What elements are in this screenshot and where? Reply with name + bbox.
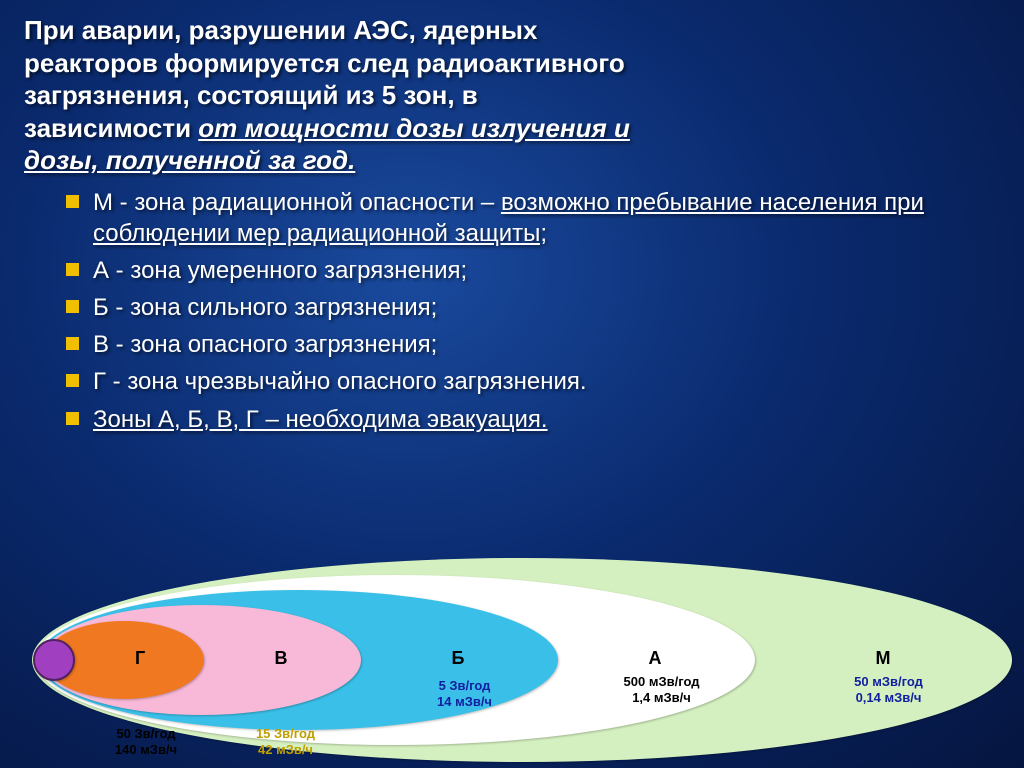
list-item-label: М - зона радиационной опасности – bbox=[93, 189, 501, 216]
list-item-underlined: Зоны А, Б, В, Г – необходима эвакуация. bbox=[93, 406, 548, 433]
zone-list: М - зона радиационной опасности – возмож… bbox=[0, 183, 1024, 435]
zone-label-V: В bbox=[275, 648, 288, 669]
list-item-label: Г - зона чрезвычайно опасного загрязнени… bbox=[93, 368, 587, 395]
heading-line5u: дозы, полученной за год. bbox=[24, 145, 355, 175]
list-item: В - зона опасного загрязнения; bbox=[66, 329, 984, 360]
bullet-icon bbox=[66, 300, 79, 313]
zone-label-G: Г bbox=[135, 648, 145, 669]
list-item-text: Б - зона сильного загрязнения; bbox=[93, 292, 437, 323]
list-item-text: А - зона умеренного загрязнения; bbox=[93, 255, 467, 286]
bullet-icon bbox=[66, 263, 79, 276]
list-item-label: Б - зона сильного загрязнения; bbox=[93, 294, 437, 321]
zone-label-M: М bbox=[876, 648, 891, 669]
list-item: А - зона умеренного загрязнения; bbox=[66, 255, 984, 286]
list-item-label: В - зона опасного загрязнения; bbox=[93, 331, 437, 358]
bullet-icon bbox=[66, 337, 79, 350]
heading-line2: реакторов формируется след радиоактивног… bbox=[24, 48, 625, 78]
heading-line4u: от мощности дозы излучения и bbox=[198, 113, 630, 143]
list-item: Б - зона сильного загрязнения; bbox=[66, 292, 984, 323]
list-item: М - зона радиационной опасности – возмож… bbox=[66, 187, 984, 249]
list-item-label: А - зона умеренного загрязнения; bbox=[93, 257, 467, 284]
zone-label-A: А bbox=[649, 648, 662, 669]
heading-line3: загрязнения, состоящий из 5 зон, в bbox=[24, 80, 478, 110]
slide-heading: При аварии, разрушении АЭС, ядерных реак… bbox=[0, 0, 1024, 183]
list-item: Г - зона чрезвычайно опасного загрязнени… bbox=[66, 366, 984, 397]
list-item: Зоны А, Б, В, Г – необходима эвакуация. bbox=[66, 404, 984, 435]
zone-value-B: 5 Зв/год14 мЗв/ч bbox=[420, 678, 510, 711]
bullet-icon bbox=[66, 195, 79, 208]
zone-value-V: 15 Зв/год42 мЗв/ч bbox=[241, 726, 331, 759]
zone-value-A: 500 мЗв/год1,4 мЗв/ч bbox=[617, 674, 707, 707]
zone-value-G: 50 Зв/год140 мЗв/ч bbox=[101, 726, 191, 759]
source-icon bbox=[33, 639, 75, 681]
bullet-icon bbox=[66, 412, 79, 425]
zone-value-M: 50 мЗв/год0,14 мЗв/ч bbox=[844, 674, 934, 707]
heading-line1: При аварии, разрушении АЭС, ядерных bbox=[24, 15, 537, 45]
heading-line4a: зависимости bbox=[24, 113, 198, 143]
list-item-text: М - зона радиационной опасности – возмож… bbox=[93, 187, 984, 249]
list-item-text: В - зона опасного загрязнения; bbox=[93, 329, 437, 360]
list-item-text: Г - зона чрезвычайно опасного загрязнени… bbox=[93, 366, 587, 397]
bullet-icon bbox=[66, 374, 79, 387]
fallout-diagram: М 50 мЗв/год0,14 мЗв/ч А 500 мЗв/год1,4 мЗв… bbox=[12, 554, 1012, 764]
zone-label-B: Б bbox=[452, 648, 465, 669]
list-item-text: Зоны А, Б, В, Г – необходима эвакуация. bbox=[93, 404, 548, 435]
